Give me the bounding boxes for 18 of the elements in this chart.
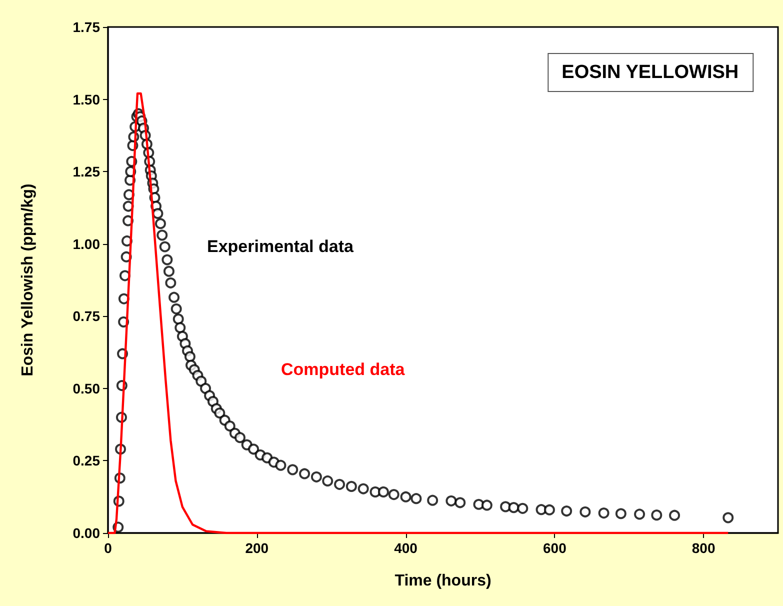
y-tick-label: 1.50 [72,91,100,108]
text: EOSIN YELLOWISH [562,62,739,83]
y-tick-label: 1.75 [72,19,100,35]
y-tick-label: 0.75 [72,308,100,324]
x-tick-label: 600 [542,540,567,556]
y-tick-label: 1.25 [72,164,100,180]
x-tick-label: 400 [394,540,418,556]
x-axis-title: Time (hours) [394,572,492,590]
y-tick-label: 0.50 [72,380,100,396]
text: Experimental data [207,237,354,256]
y-tick-label: 0.25 [72,452,100,469]
x-tick-label: 0 [104,540,112,556]
x-tick-label: 800 [692,540,716,556]
y-tick-label: 0.00 [72,525,100,541]
text: Computed data [281,360,406,379]
x-tick-label: 200 [245,540,269,556]
y-tick-label: 1.00 [72,236,100,252]
y-axis-title: Eosin Yellowish (ppm/kg) [20,184,36,376]
